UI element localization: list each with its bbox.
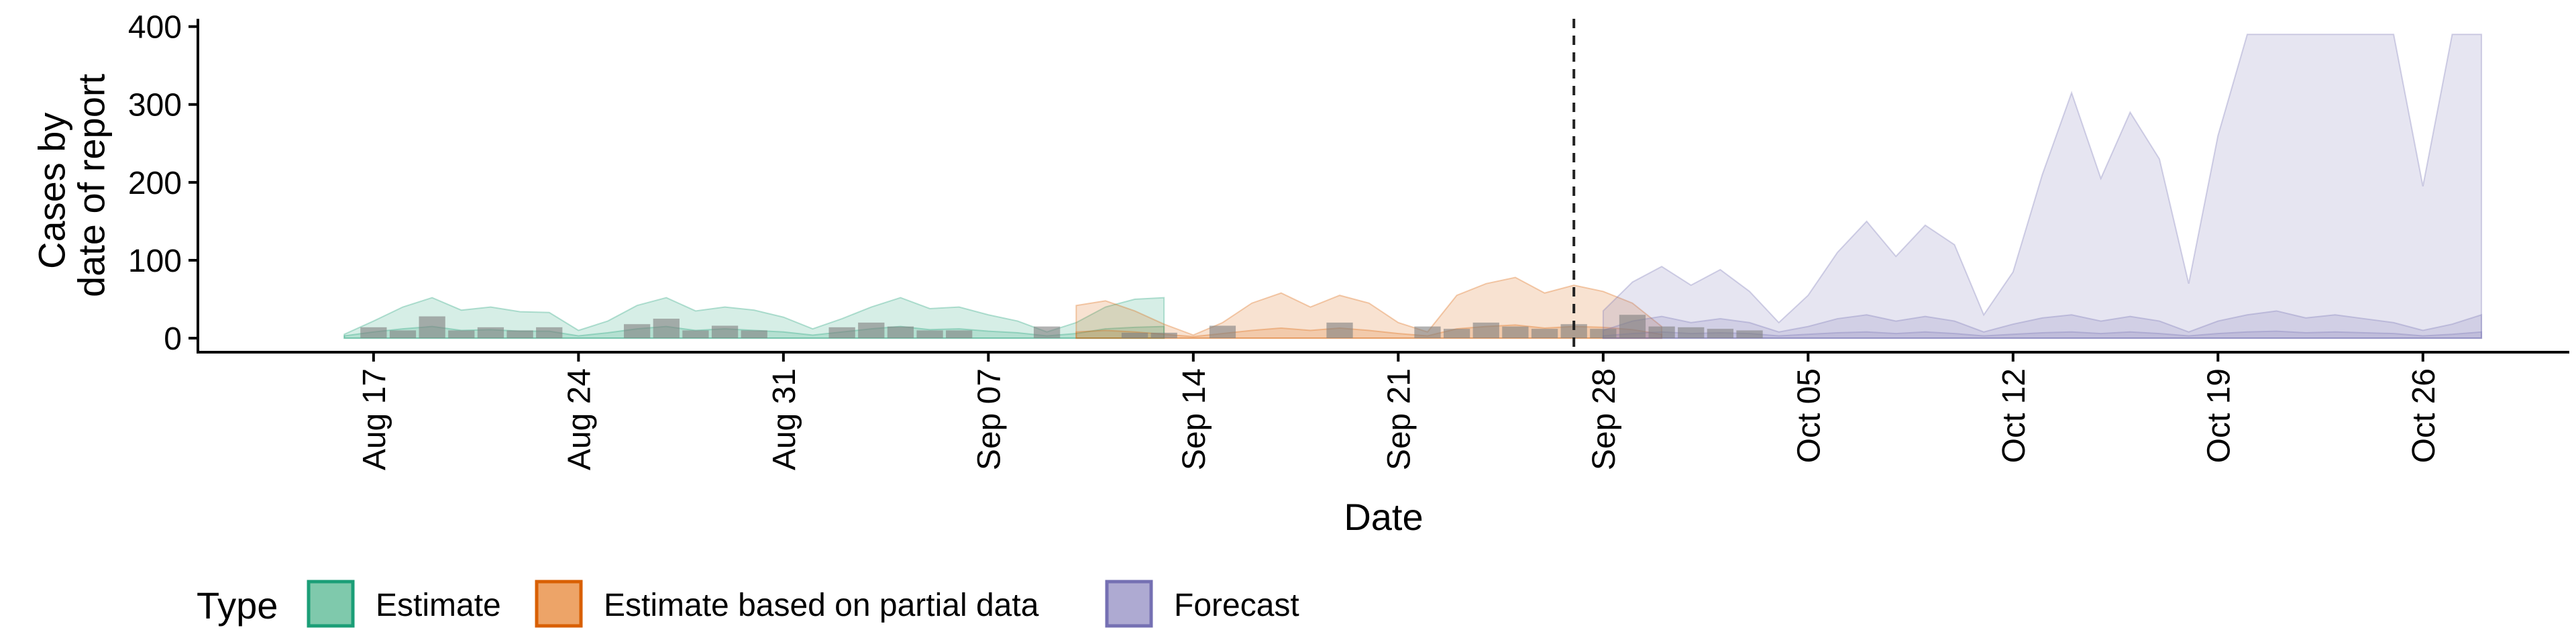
y-tick-label: 200 — [128, 166, 182, 201]
y-tick-label: 100 — [128, 244, 182, 279]
ribbon-outer-1 — [1075, 276, 1663, 339]
reported-cases-bar — [1678, 327, 1705, 339]
ribbon-layer — [343, 34, 2483, 339]
reported-cases-bar — [1736, 330, 1763, 339]
x-tick-label: Oct 19 — [2201, 368, 2237, 463]
y-axis-title-line-1: Cases by — [31, 113, 73, 269]
legend-entries: Estimate Estimate based on partial data Fo… — [307, 580, 1299, 628]
x-tick-label: Sep 28 — [1587, 368, 1622, 470]
reported-cases-bar — [1326, 322, 1353, 339]
reported-cases-bar — [887, 326, 914, 339]
reported-cases-bar — [1443, 329, 1470, 339]
reported-cases-bar — [1590, 329, 1617, 339]
legend-entry: Forecast — [1105, 580, 1299, 628]
reported-cases-layer — [360, 315, 1763, 339]
reported-cases-bar — [828, 327, 855, 339]
ribbon-inner-2 — [1602, 310, 2483, 339]
reported-cases-bar — [1648, 326, 1675, 339]
reported-cases-bar — [1531, 329, 1558, 339]
reported-cases-bar — [1560, 324, 1587, 339]
y-tick-label: 400 — [128, 10, 182, 46]
x-tick-label: Oct 05 — [1791, 368, 1827, 463]
x-tick-label: Oct 26 — [2406, 368, 2442, 463]
legend-key — [1105, 580, 1153, 628]
reported-cases-bar — [419, 316, 445, 339]
reported-cases-bar — [448, 330, 475, 339]
x-tick-label: Aug 17 — [357, 368, 392, 470]
reported-cases-bar — [946, 330, 973, 339]
reported-cases-bar — [1472, 322, 1499, 339]
x-tick-label: Aug 24 — [561, 368, 597, 470]
reported-cases-bar — [916, 330, 943, 339]
reported-cases-bar — [506, 330, 533, 339]
reported-cases-bar — [741, 330, 767, 339]
y-axis-title-line-2: date of report — [70, 74, 112, 298]
y-axis-ticks: 0 100 200 300 400 — [128, 10, 198, 357]
legend-label: Estimate — [376, 588, 501, 623]
reported-cases-bar — [1033, 326, 1061, 339]
legend-label: Estimate based on partial data — [604, 588, 1039, 623]
y-tick-label: 300 — [128, 88, 182, 123]
reported-cases-bar — [682, 330, 709, 339]
x-axis-ticks: Aug 17 Aug 24 Aug 31 Sep 07 Sep 14 Sep 21 Sep … — [357, 352, 2442, 470]
reported-cases-bar — [1619, 315, 1646, 339]
reported-cases-bar — [1414, 326, 1441, 339]
legend-key — [535, 580, 583, 628]
reported-cases-bar — [623, 324, 651, 339]
reported-cases-bar — [1707, 329, 1734, 339]
reported-cases-bar — [711, 325, 739, 339]
reported-cases-bar — [389, 330, 417, 339]
reported-cases-bar — [536, 327, 563, 339]
reported-cases-bar — [477, 327, 504, 339]
reported-cases-bar — [1150, 332, 1177, 339]
legend-title: Type — [197, 584, 278, 627]
legend-entry: Estimate based on partial data — [535, 580, 1039, 628]
reported-cases-bar — [858, 322, 885, 339]
reported-cases-bar — [360, 327, 387, 339]
x-tick-label: Sep 21 — [1381, 368, 1417, 470]
legend-key — [307, 580, 355, 628]
y-tick-label: 0 — [164, 321, 182, 357]
legend-label: Forecast — [1174, 588, 1299, 623]
x-axis-title: Date — [1344, 496, 1423, 538]
y-axis-title: Cases by date of report — [31, 74, 113, 298]
x-tick-label: Sep 07 — [971, 368, 1007, 470]
reported-cases-bar — [653, 319, 680, 339]
x-tick-label: Oct 12 — [1996, 368, 2032, 463]
legend-entry: Estimate — [307, 580, 501, 628]
ribbon-core-2 — [1602, 330, 2483, 339]
reported-cases-bar — [1502, 326, 1529, 339]
ribbon-outer-2 — [1602, 34, 2483, 339]
x-tick-label: Aug 31 — [767, 368, 802, 470]
legend: Type Estimate Estimate based on partial d… — [197, 580, 1299, 628]
reported-cases-bar — [1121, 332, 1148, 339]
x-tick-label: Sep 14 — [1177, 368, 1212, 470]
reported-cases-bar — [1209, 325, 1236, 339]
